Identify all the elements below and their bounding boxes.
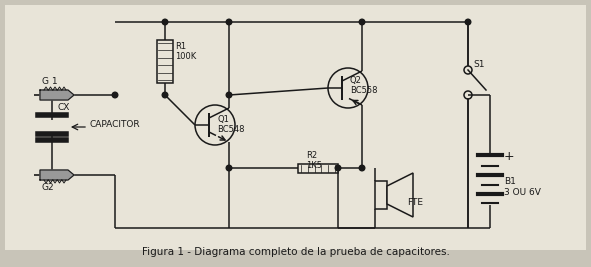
- Bar: [375, 181, 387, 209]
- Text: Q1: Q1: [217, 115, 229, 124]
- Polygon shape: [40, 170, 74, 180]
- Text: G2: G2: [42, 183, 54, 192]
- Text: Q2: Q2: [350, 76, 362, 85]
- Text: CAPACITOR: CAPACITOR: [90, 120, 141, 129]
- Bar: [298, 163, 338, 172]
- Circle shape: [162, 19, 168, 25]
- Circle shape: [162, 92, 168, 98]
- Text: R1: R1: [175, 42, 186, 51]
- Circle shape: [226, 165, 232, 171]
- Text: S1: S1: [473, 60, 485, 69]
- Text: +: +: [504, 150, 515, 163]
- Text: 3 OU 6V: 3 OU 6V: [504, 188, 541, 197]
- Circle shape: [335, 165, 341, 171]
- Text: BC558: BC558: [350, 86, 378, 95]
- Text: FTE: FTE: [407, 198, 423, 207]
- Bar: [157, 40, 173, 83]
- Text: CX: CX: [57, 103, 69, 112]
- Polygon shape: [40, 90, 74, 100]
- Text: 1K5: 1K5: [306, 160, 322, 170]
- Circle shape: [359, 165, 365, 171]
- Circle shape: [226, 92, 232, 98]
- Circle shape: [359, 19, 365, 25]
- Circle shape: [112, 92, 118, 98]
- Text: G 1: G 1: [42, 77, 58, 86]
- Text: 100K: 100K: [175, 52, 196, 61]
- Polygon shape: [387, 173, 413, 217]
- Circle shape: [226, 19, 232, 25]
- Text: R2: R2: [306, 151, 317, 160]
- Circle shape: [465, 19, 471, 25]
- Text: BC548: BC548: [217, 125, 245, 134]
- Text: B1: B1: [504, 177, 516, 186]
- Text: Figura 1 - Diagrama completo de la prueba de capacitores.: Figura 1 - Diagrama completo de la prueb…: [142, 247, 450, 257]
